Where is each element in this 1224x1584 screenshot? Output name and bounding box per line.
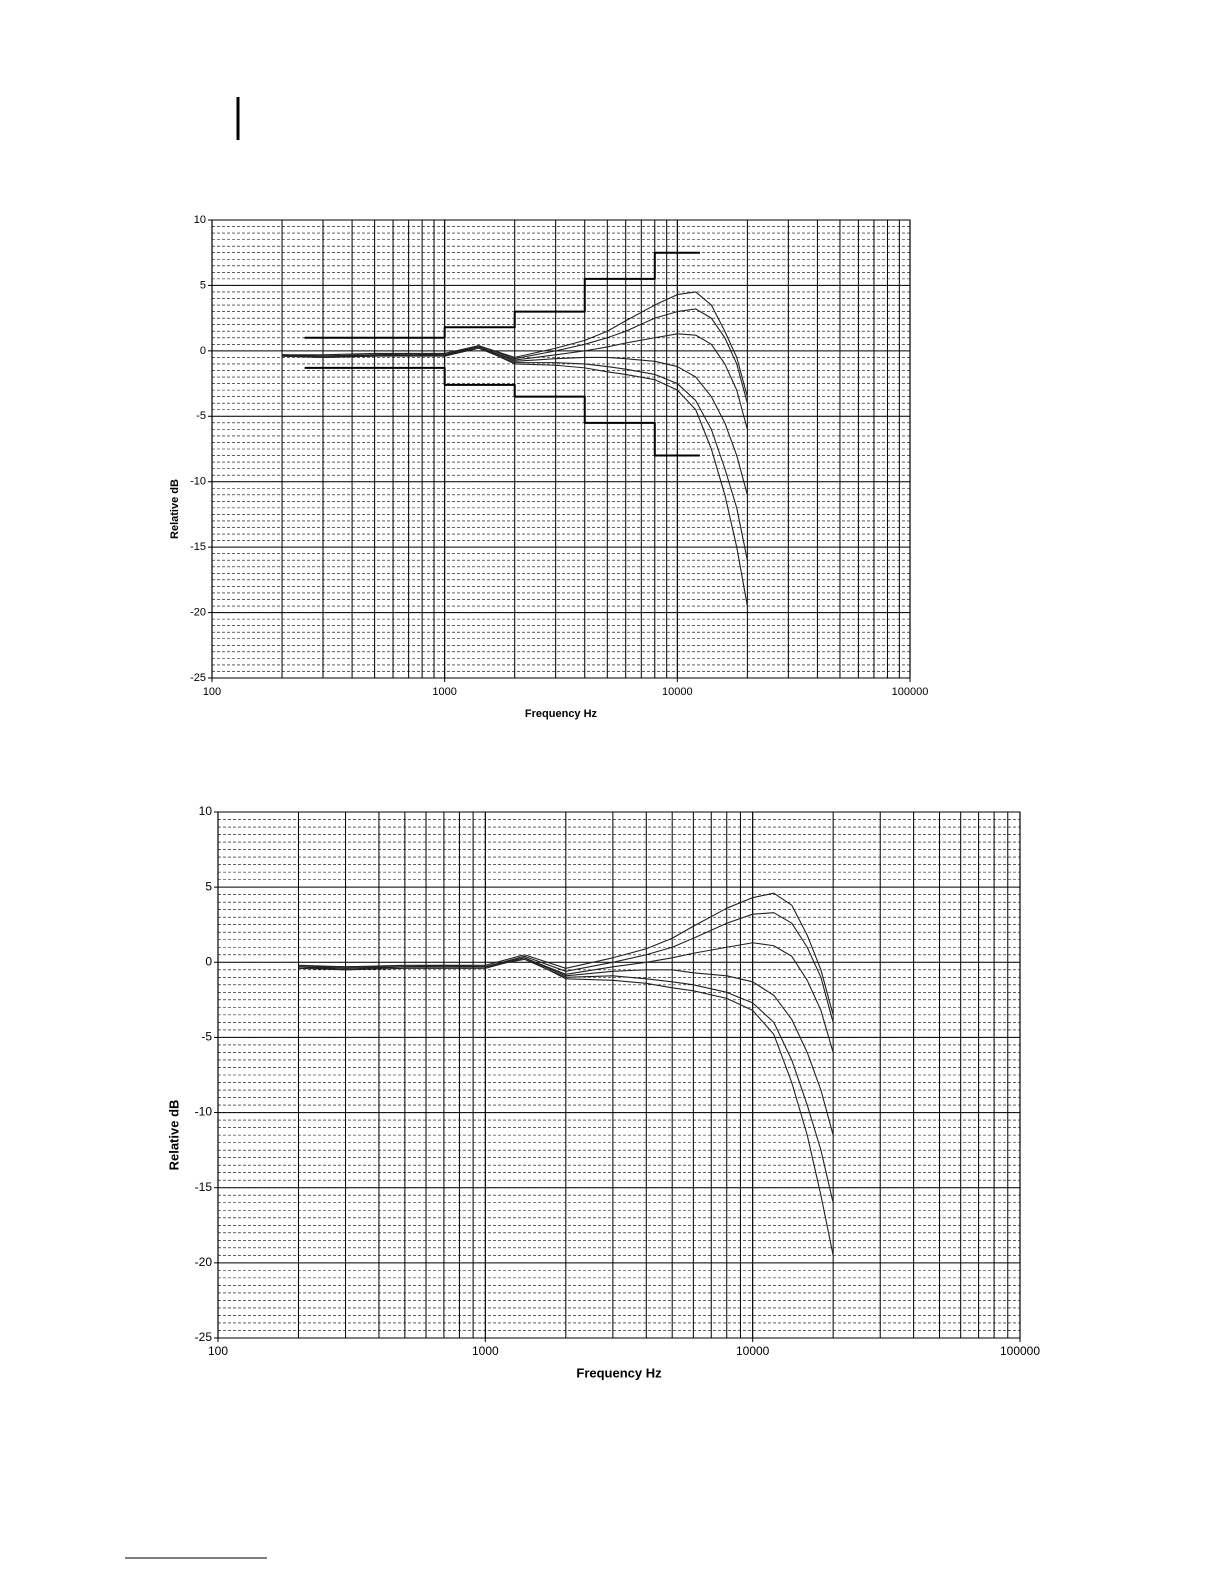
x-tick-label: 1000 <box>472 1344 499 1358</box>
data-line <box>298 912 834 1023</box>
x-tick-label: 10000 <box>662 686 693 698</box>
data-line <box>298 957 834 1256</box>
y-tick-label: -15 <box>190 541 206 553</box>
plot-frame <box>211 219 911 679</box>
x-axis-title: Frequency Hz <box>525 708 598 720</box>
y-tick-label: 5 <box>205 879 212 893</box>
y-tick-label: 10 <box>199 804 213 818</box>
y-axis-title: Relative dB <box>169 479 181 539</box>
y-tick-label: -20 <box>195 1255 213 1269</box>
data-line <box>282 346 748 607</box>
x-axis-title: Frequency Hz <box>576 1365 662 1380</box>
y-tick-label: -10 <box>190 476 206 488</box>
data-line <box>304 366 700 457</box>
y-tick-label: -25 <box>190 672 206 684</box>
y-tick-label: -5 <box>201 1030 212 1044</box>
x-tick-label: 100000 <box>1000 1344 1040 1358</box>
y-tick-label: -10 <box>195 1105 213 1119</box>
y-axis-title: Relative dB <box>166 1100 181 1171</box>
chart: -25 -20 -15 -10 -5 0 5 10 100 1000 10000 100000 Freq… <box>169 214 928 720</box>
plot-frame <box>217 811 1021 1339</box>
y-tick-label: -15 <box>195 1180 213 1194</box>
x-tick-label: 100 <box>208 1344 228 1358</box>
y-tick-label: -25 <box>195 1330 213 1344</box>
data-line <box>304 251 700 339</box>
x-tick-label: 10000 <box>736 1344 770 1358</box>
data-line <box>298 958 834 1203</box>
chart: -25 -20 -15 -10 -5 0 5 10 100 1000 10000 100000 Freq… <box>166 804 1040 1380</box>
x-tick-label: 1000 <box>432 686 456 698</box>
y-tick-label: -5 <box>196 410 206 422</box>
y-tick-label: 0 <box>205 954 212 968</box>
y-tick-label: 0 <box>200 345 206 357</box>
data-line <box>282 308 748 404</box>
x-tick-label: 100000 <box>892 686 929 698</box>
y-tick-label: 5 <box>200 279 206 291</box>
data-line <box>282 347 748 561</box>
y-tick-label: -20 <box>190 606 206 618</box>
y-tick-label: 10 <box>194 214 206 226</box>
x-tick-label: 100 <box>203 686 221 698</box>
